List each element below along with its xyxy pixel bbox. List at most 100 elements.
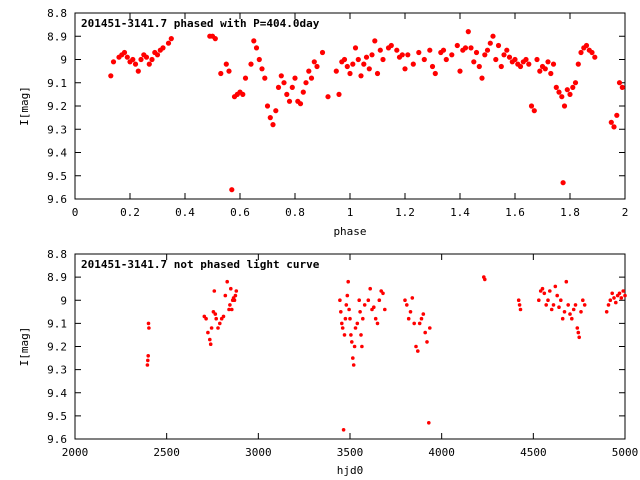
data-point [216, 326, 220, 330]
data-point [612, 296, 616, 300]
data-point [338, 298, 342, 303]
data-point [465, 29, 471, 35]
data-point [229, 286, 233, 291]
data-point [457, 68, 463, 74]
data-point [341, 56, 348, 63]
y-tick-label: 9.3 [47, 123, 67, 136]
x-axis-label: hjd0 [337, 464, 364, 477]
data-point [253, 45, 260, 51]
x-tick-label: 5000 [612, 446, 639, 459]
data-point [523, 56, 529, 63]
data-point [517, 303, 522, 307]
data-point [526, 61, 532, 67]
data-point [154, 52, 161, 58]
data-point [349, 333, 353, 337]
data-point [473, 49, 480, 56]
y-tick-label: 8.9 [47, 30, 67, 43]
data-point [351, 356, 355, 360]
data-point [352, 344, 357, 349]
data-point [348, 316, 352, 321]
data-point [375, 321, 380, 326]
x-tick-label: 0.8 [285, 206, 305, 219]
data-point [308, 75, 315, 81]
data-point [619, 296, 624, 300]
data-point [517, 63, 524, 70]
data-point [449, 52, 455, 58]
y-tick-label: 8.8 [47, 248, 67, 261]
data-point [575, 326, 580, 330]
data-point [339, 310, 343, 314]
data-point [560, 180, 566, 186]
data-point [347, 70, 353, 77]
data-point [483, 277, 487, 282]
data-point [281, 80, 287, 86]
data-point [138, 56, 144, 63]
data-point [550, 61, 557, 67]
data-point [405, 52, 411, 58]
data-point [234, 289, 239, 293]
data-point [146, 354, 150, 358]
data-point [380, 56, 386, 63]
data-point [149, 56, 155, 63]
data-point [471, 59, 477, 65]
data-point [582, 303, 587, 307]
data-point [604, 310, 609, 314]
data-point [570, 84, 576, 90]
data-point [528, 103, 535, 109]
data-point [289, 84, 295, 90]
data-point [610, 291, 614, 296]
data-point [559, 298, 563, 303]
x-tick-label: 4500 [520, 446, 547, 459]
data-point [501, 52, 507, 58]
data-point [614, 112, 620, 118]
data-point [578, 49, 584, 56]
data-point [311, 59, 317, 65]
data-point [232, 298, 237, 303]
data-point [350, 61, 356, 67]
data-point [406, 316, 411, 321]
data-point [270, 122, 276, 128]
data-point [608, 298, 613, 303]
data-point [476, 63, 482, 70]
data-point [427, 47, 433, 53]
data-point [388, 42, 394, 49]
x-tick-label: 2 [622, 206, 629, 219]
data-point [135, 68, 141, 74]
data-point [425, 340, 429, 344]
data-point [518, 307, 523, 312]
x-tick-label: 4000 [428, 446, 455, 459]
data-point [146, 61, 152, 67]
data-point [218, 321, 222, 326]
data-point [534, 56, 540, 63]
data-point [267, 115, 273, 121]
data-point [561, 103, 568, 109]
data-point [556, 89, 562, 95]
plot-frame [74, 12, 626, 200]
data-point [428, 326, 432, 330]
data-point [358, 73, 364, 79]
data-point [542, 291, 547, 296]
phased-light-curve-panel: 0 0.2 0.4 0.6 0.8 1 1.2 1.4 1.6 1.8 2 8.8 8.9 9 9.1 9.2… [18, 7, 628, 238]
data-point [421, 312, 426, 316]
data-point [570, 316, 574, 321]
data-point [546, 298, 550, 303]
data-point [366, 298, 371, 303]
data-point [432, 70, 438, 77]
x-tick-label: 1.4 [450, 206, 470, 219]
x-tick-label: 2500 [153, 446, 180, 459]
data-point [214, 316, 218, 321]
y-tick-label: 9.3 [47, 364, 67, 377]
data-point [342, 333, 347, 337]
data-point [130, 56, 136, 63]
data-point [410, 61, 416, 67]
data-point [621, 289, 625, 293]
data-point [589, 49, 595, 56]
data-point [583, 42, 590, 49]
data-point [213, 312, 218, 316]
data-point [369, 52, 375, 58]
data-point [579, 310, 583, 314]
data-point [314, 63, 320, 70]
data-point [383, 307, 387, 312]
data-point [251, 38, 257, 44]
data-point [454, 42, 460, 49]
